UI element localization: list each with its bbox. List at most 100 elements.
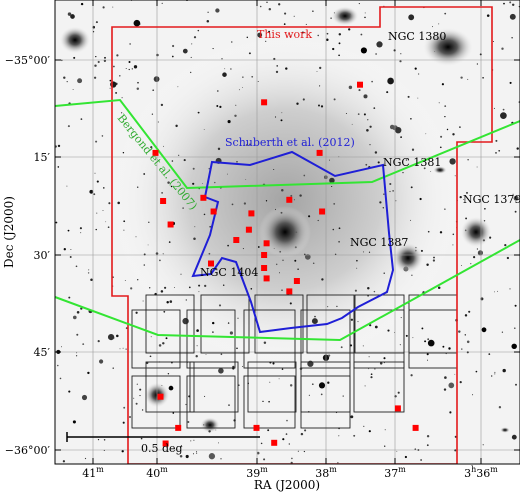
star-point <box>506 256 510 260</box>
marker-point <box>261 265 268 271</box>
star-point <box>495 139 498 142</box>
star-point <box>97 439 100 441</box>
star-point <box>272 362 275 365</box>
star-point <box>116 54 119 57</box>
star-point <box>273 57 276 61</box>
ngc1379-label: NGC 1379 <box>463 193 520 206</box>
star-point <box>70 14 75 19</box>
star-point <box>236 347 238 350</box>
star-point <box>245 144 248 146</box>
star-point <box>212 321 215 325</box>
star-point <box>248 52 251 55</box>
star-point <box>514 304 517 307</box>
star-point <box>303 174 306 177</box>
star-point <box>263 341 267 345</box>
star-point <box>432 259 436 262</box>
star-point <box>142 300 144 302</box>
star-point <box>476 248 479 250</box>
star-point <box>441 83 444 86</box>
star-point <box>454 373 456 375</box>
star-point <box>387 329 390 332</box>
y-tick-labels: −35°00′ 15′ 30′ 45′ −36°00′ <box>5 54 51 457</box>
star-point <box>400 53 402 55</box>
star-point <box>268 400 270 403</box>
star-point <box>190 71 192 74</box>
bergond-boundary-upper <box>55 98 520 190</box>
marker-point <box>263 275 270 282</box>
star-point <box>364 385 366 387</box>
star-point <box>158 344 162 347</box>
ngc1404-label: NGC 1404 <box>200 266 258 279</box>
star-point <box>379 362 383 365</box>
star-point <box>427 230 430 233</box>
star-point <box>68 390 71 393</box>
star-point <box>197 111 200 114</box>
star-point <box>449 158 456 165</box>
star-point <box>377 161 380 164</box>
star-point <box>288 443 290 445</box>
x-tick-labels: 41m 40m 39m 38m 37m 3h36m <box>82 465 498 480</box>
star-point <box>408 14 415 21</box>
star-point <box>326 32 329 35</box>
star-point <box>63 76 66 79</box>
star-point <box>420 459 422 461</box>
star-point <box>67 125 70 128</box>
star-point <box>80 118 83 120</box>
star-point <box>196 451 198 453</box>
star-point <box>511 343 517 350</box>
star-point <box>125 348 127 350</box>
marker-point <box>319 208 326 215</box>
star-point <box>336 305 338 308</box>
star-point <box>103 439 106 441</box>
marker-point <box>412 424 419 431</box>
star-point <box>57 364 59 367</box>
galaxy-blob <box>422 27 474 67</box>
star-point <box>484 208 486 210</box>
marker-point <box>175 424 182 431</box>
star-point <box>133 397 135 399</box>
star-point <box>362 251 364 253</box>
field-box <box>145 294 195 354</box>
star-point <box>185 299 187 301</box>
marker-point <box>261 252 268 258</box>
star-point <box>224 68 226 70</box>
star-point <box>150 146 153 149</box>
star-point <box>172 44 175 48</box>
star-point <box>494 291 495 293</box>
star-point <box>383 193 385 195</box>
star-point <box>501 47 504 50</box>
star-point <box>440 135 443 138</box>
star-point <box>67 12 72 16</box>
star-point <box>124 280 126 282</box>
star-point <box>426 444 429 447</box>
star-point <box>371 80 373 83</box>
star-point <box>369 144 371 146</box>
grid-lines <box>55 0 520 464</box>
star-point <box>338 33 342 36</box>
star-point <box>192 167 195 170</box>
star-point <box>191 43 193 45</box>
star-point <box>162 342 165 345</box>
star-point <box>286 419 288 422</box>
star-point <box>130 287 133 290</box>
galaxy-blob <box>392 242 424 274</box>
field-box <box>131 375 181 429</box>
star-point <box>193 36 197 39</box>
star-point <box>293 15 295 17</box>
star-point <box>464 334 467 336</box>
star-point <box>137 81 139 84</box>
marker-point <box>160 198 167 204</box>
star-point <box>467 159 469 161</box>
star-point <box>75 355 78 357</box>
star-point <box>448 347 451 350</box>
star-point <box>170 185 173 188</box>
star-point <box>123 229 125 231</box>
star-point <box>257 32 263 38</box>
star-point <box>291 457 293 460</box>
marker-point <box>152 149 159 156</box>
star-point <box>77 78 83 84</box>
star-point <box>410 374 413 377</box>
star-point <box>169 300 173 303</box>
star-point <box>242 366 244 368</box>
star-point <box>133 19 141 27</box>
